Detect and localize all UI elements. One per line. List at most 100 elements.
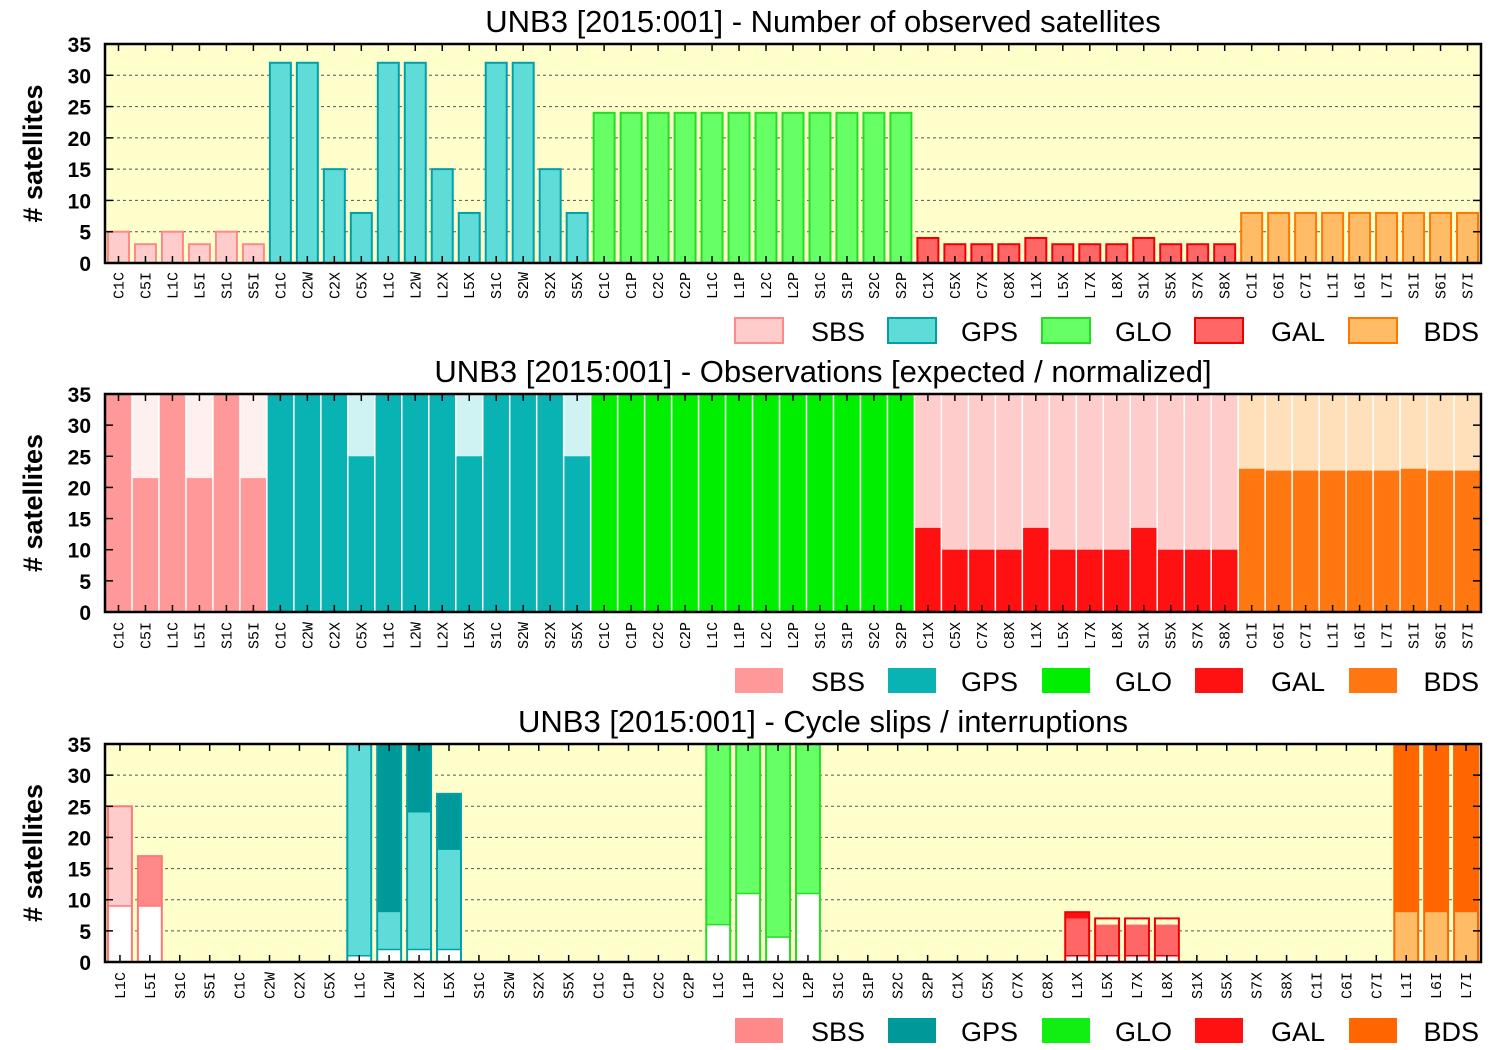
x-tick-label: S1C xyxy=(813,622,830,649)
bar-observed-gal xyxy=(941,549,969,612)
x-tick-label: C2P xyxy=(681,972,698,999)
bar-bds xyxy=(1294,211,1318,264)
x-tick-label: L1P xyxy=(732,272,749,299)
x-tick-label: L2C xyxy=(759,622,776,649)
bar-slips-gps xyxy=(377,744,402,962)
y-tick-label: 35 xyxy=(68,734,92,757)
x-tick-label: C1C xyxy=(111,272,128,299)
x-tick-label: C1C xyxy=(111,622,128,649)
x-tick-label: S1P xyxy=(840,272,857,299)
x-tick-label: S1C xyxy=(489,622,506,649)
bar-glo xyxy=(835,111,859,265)
x-tick-label: S2X xyxy=(532,972,549,999)
bar-phase-bds xyxy=(1394,912,1419,962)
bar-observed-gal xyxy=(1076,549,1104,612)
x-tick-label: S5X xyxy=(1164,622,1181,649)
bar-bds xyxy=(1267,211,1291,264)
x-tick-label: L6I xyxy=(1353,272,1370,299)
x-tick-label: S8X xyxy=(1280,972,1297,999)
x-tick-label: S2P xyxy=(921,972,938,999)
legend-swatch-sbs xyxy=(735,1018,783,1043)
bar-phase-gal xyxy=(1065,918,1090,962)
x-tick-label: S5X xyxy=(1220,972,1237,999)
bar-bds xyxy=(1321,211,1345,264)
x-tick-label: C1X xyxy=(921,622,938,649)
y-tick-label: 5 xyxy=(79,921,91,944)
panel-observed-satellites: 0 5 10 15 20 25 30 35 C1C C5I L1C L5I S1C S5I C1C C2W C2… xyxy=(18,4,1483,347)
legend-label-sbs: SBS xyxy=(811,317,865,347)
bar-glo xyxy=(727,111,751,265)
bar-observed-gps xyxy=(266,394,294,612)
bar-gps xyxy=(376,61,400,265)
bar-observed-gal xyxy=(1211,549,1239,612)
bar-observed-gps xyxy=(293,394,321,612)
y-tick-label: 15 xyxy=(68,509,92,532)
bar-observed-bds xyxy=(1238,468,1266,612)
x-tick-label: C8X xyxy=(1002,622,1019,649)
panel-cycle-slips: 0 5 10 15 20 25 30 35 L1C L5I S1C S5I C1C C2W C2X C5X L1… xyxy=(18,704,1483,1047)
y-tick-label: 25 xyxy=(68,796,92,819)
y-tick-label: 0 xyxy=(79,253,91,276)
bar-bds xyxy=(1456,211,1480,264)
bar-observed-gal xyxy=(995,549,1023,612)
x-tick-label: C1C xyxy=(273,272,290,299)
x-tick-label: L5X xyxy=(1056,272,1073,299)
x-tick-label: C7I xyxy=(1299,622,1316,649)
x-tick-label: L2W xyxy=(408,272,425,299)
x-tick-label: C1I xyxy=(1245,272,1262,299)
bar-observed-bds xyxy=(1454,470,1481,612)
x-tick-label: C1I xyxy=(1245,622,1262,649)
bar-interruptions xyxy=(736,893,761,962)
bar-glo xyxy=(673,111,697,265)
y-axis-label: # satellites xyxy=(18,784,48,922)
bar-interruptions xyxy=(108,905,132,962)
bar-observed-sbs xyxy=(131,478,159,612)
y-tick-label: 15 xyxy=(68,859,92,882)
bar-observed-gps xyxy=(563,456,591,612)
legend-swatch-sbs xyxy=(735,668,783,693)
x-tick-label: L2W xyxy=(382,972,399,999)
legend-label-gps: GPS xyxy=(961,1017,1018,1047)
bar-observed-gal xyxy=(1022,527,1050,612)
bar-glo xyxy=(619,111,643,265)
x-tick-label: C5X xyxy=(980,972,997,999)
bar-gps xyxy=(565,211,589,264)
x-tick-label: S1X xyxy=(1190,972,1207,999)
x-tick-label: L1C xyxy=(711,972,728,999)
bar-bds xyxy=(1348,211,1372,264)
x-tick-label: C1X xyxy=(921,272,938,299)
x-tick-label: S1C xyxy=(813,272,830,299)
x-tick-label: S2W xyxy=(516,622,533,649)
legend-label-sbs: SBS xyxy=(811,667,865,697)
x-tick-label: C1P xyxy=(621,972,638,999)
chart-title: UNB3 [2015:001] - Number of observed sat… xyxy=(485,4,1160,39)
bar-gps xyxy=(484,61,508,265)
bar-glo xyxy=(700,111,724,265)
x-tick-label: C5X xyxy=(354,272,371,299)
x-tick-label: L5I xyxy=(192,622,209,649)
x-tick-label: S6I xyxy=(1434,272,1451,299)
x-tick-label: L2P xyxy=(786,622,803,649)
x-tick-label: L7I xyxy=(1380,622,1397,649)
x-tick-label: S5I xyxy=(246,272,263,299)
bar-observed-gps xyxy=(428,394,456,612)
x-tick-label: C5I xyxy=(138,272,155,299)
x-tick-label: L8X xyxy=(1110,272,1127,299)
legend-label-gps: GPS xyxy=(961,317,1018,347)
bar-observed-gal xyxy=(1130,527,1158,612)
x-tick-label: S2C xyxy=(867,622,884,649)
bar-phase-bds xyxy=(1454,912,1478,962)
y-tick-label: 0 xyxy=(79,952,91,975)
legend-swatch-gal xyxy=(1194,317,1244,344)
bar-observed-gps xyxy=(455,456,483,612)
x-tick-label: L1X xyxy=(1070,972,1087,999)
legend-label-sbs: SBS xyxy=(811,1017,865,1047)
x-tick-label: L2X xyxy=(435,622,452,649)
y-tick-label: 25 xyxy=(68,97,92,120)
x-tick-label: L2X xyxy=(412,972,429,999)
x-tick-label: C1C xyxy=(273,622,290,649)
x-tick-label: S1C xyxy=(219,622,236,649)
bar-observed-bds xyxy=(1319,470,1347,612)
x-tick-label: C1X xyxy=(951,972,968,999)
legend-label-bds: BDS xyxy=(1423,1017,1479,1047)
